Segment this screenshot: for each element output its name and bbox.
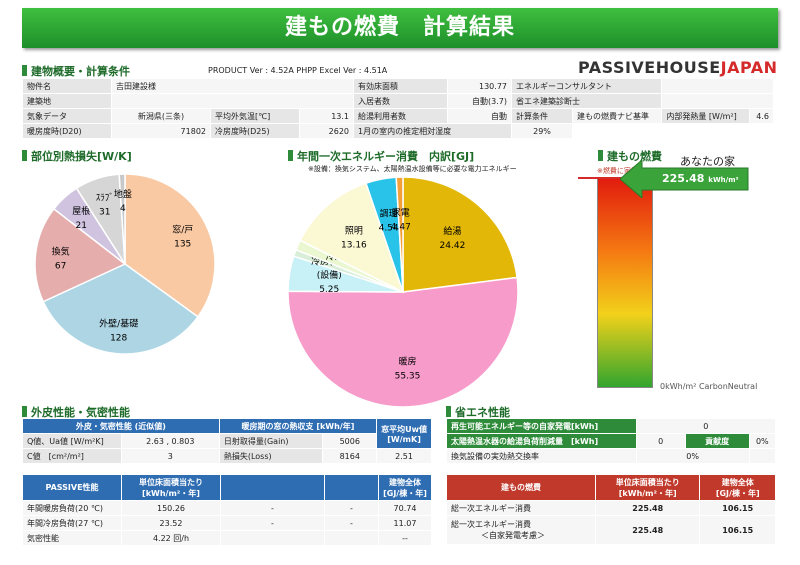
- section-saving: 省エネ性能: [446, 404, 510, 420]
- saving-table: 再生可能エネルギー等の自家発電[kWh] 0 太陽熱温水器の給湯負荷削減量 [kW…: [446, 418, 777, 464]
- energy-pie: 給湯24.42暖房55.35(設備)5.25冷房(除湿)冷房照明13.16調理4…: [287, 176, 519, 408]
- envelope-table: 外皮・気密性能 (近似値) 暖房期の窓の熱収支 [kWh/年] 窓平均Uw値 [W…: [22, 418, 432, 464]
- page-title: 建もの燃費 計算結果: [22, 8, 778, 48]
- heat-loss-pie: 窓/戸 135 外壁/基礎 128 換気 67 屋根 21 ｽﾗﾌﾞ 31 地盤 4: [34, 173, 216, 355]
- pie-label-5: 地盤: [114, 188, 132, 200]
- pie-value-1: 128: [110, 333, 127, 343]
- pie-value-5: 4: [120, 204, 126, 214]
- pie-label-1: 外壁/基礎: [99, 317, 138, 329]
- pie-value-2: 67: [55, 262, 66, 272]
- pie-value-1: 55.35: [395, 372, 421, 382]
- section-overview: 建物概要・計算条件: [22, 63, 130, 79]
- pie-label-4: ｽﾗﾌﾞ: [96, 192, 114, 203]
- pie-slice-0: [124, 173, 216, 318]
- pie-slice-1: [42, 263, 199, 355]
- fuel-value: 225.48 kWh/m²: [662, 172, 739, 185]
- section-energy: 年間一次エネルギー消費 内訳[GJ]: [288, 148, 474, 164]
- overview-table: 物件名 吉田建設様 有効床面積 130.77 エネルギーコンサルタント 建築地 …: [22, 78, 774, 139]
- pie-value-2: 5.25: [319, 285, 339, 295]
- fuel-table: 建もの燃費 単位床面積当たり [kWh/m²・年] 建物全体 [GJ/棟・年] 総一…: [446, 474, 776, 545]
- version-text: PRODUCT Ver : 4.52A PHPP Excel Ver : 4.5…: [208, 66, 388, 75]
- pie-slice-1: [287, 276, 519, 408]
- pie-slice-5: [299, 182, 405, 294]
- pie-slice-0: [402, 176, 518, 293]
- pie-label-0: 窓/戸: [172, 224, 193, 236]
- pie-value-0: 24.42: [440, 241, 466, 251]
- pie-slice-7: [395, 176, 404, 293]
- energy-note: ※設備：換気システム、太陽熱温水設備等に必要な電力エネルギー: [308, 165, 517, 173]
- section-envelope: 外皮性能・気密性能: [22, 404, 130, 420]
- pie-slice-5: [118, 173, 126, 265]
- pie-value-0: 135: [174, 240, 191, 250]
- pie-value-6: 4.54: [379, 224, 399, 234]
- pie-label-1: 暖房: [398, 356, 416, 368]
- company-logo: PASSIVEHOUSEJAPAN: [578, 58, 778, 77]
- pie-value-4: 31: [99, 207, 110, 217]
- your-home-label: あなたの家: [680, 155, 735, 168]
- pie-label-5: 照明: [345, 226, 363, 237]
- section-fuel: 建もの燃費: [598, 148, 662, 164]
- pie-label-6: 調理: [380, 208, 398, 220]
- value-arrow: [620, 160, 749, 198]
- pie-label-3: 屋根: [72, 205, 90, 217]
- pie-value-3: 21: [76, 221, 87, 231]
- fuel-note: ※燃費に家電等: [597, 167, 645, 175]
- pie-value-7: 4.47: [391, 222, 411, 232]
- fuel-gauge: [597, 178, 653, 388]
- pie-value-5: 13.16: [341, 241, 367, 251]
- pie-label-2: (設備): [317, 269, 342, 281]
- pie-label-7: 家電: [392, 206, 410, 218]
- pie-slice-2: [34, 207, 127, 303]
- carbon-neutral-label: 0kWh/m² CarbonNeutral: [660, 382, 758, 391]
- pie-label-0: 給湯: [443, 225, 461, 237]
- pie-label-2: 換気: [52, 246, 70, 258]
- section-heat-loss: 部位別熱損失[W/K]: [22, 148, 132, 164]
- passive-table: PASSIVE性能 単位床面積当たり [kWh/m²・年] 建物全体 [GJ/棟・年…: [22, 474, 432, 546]
